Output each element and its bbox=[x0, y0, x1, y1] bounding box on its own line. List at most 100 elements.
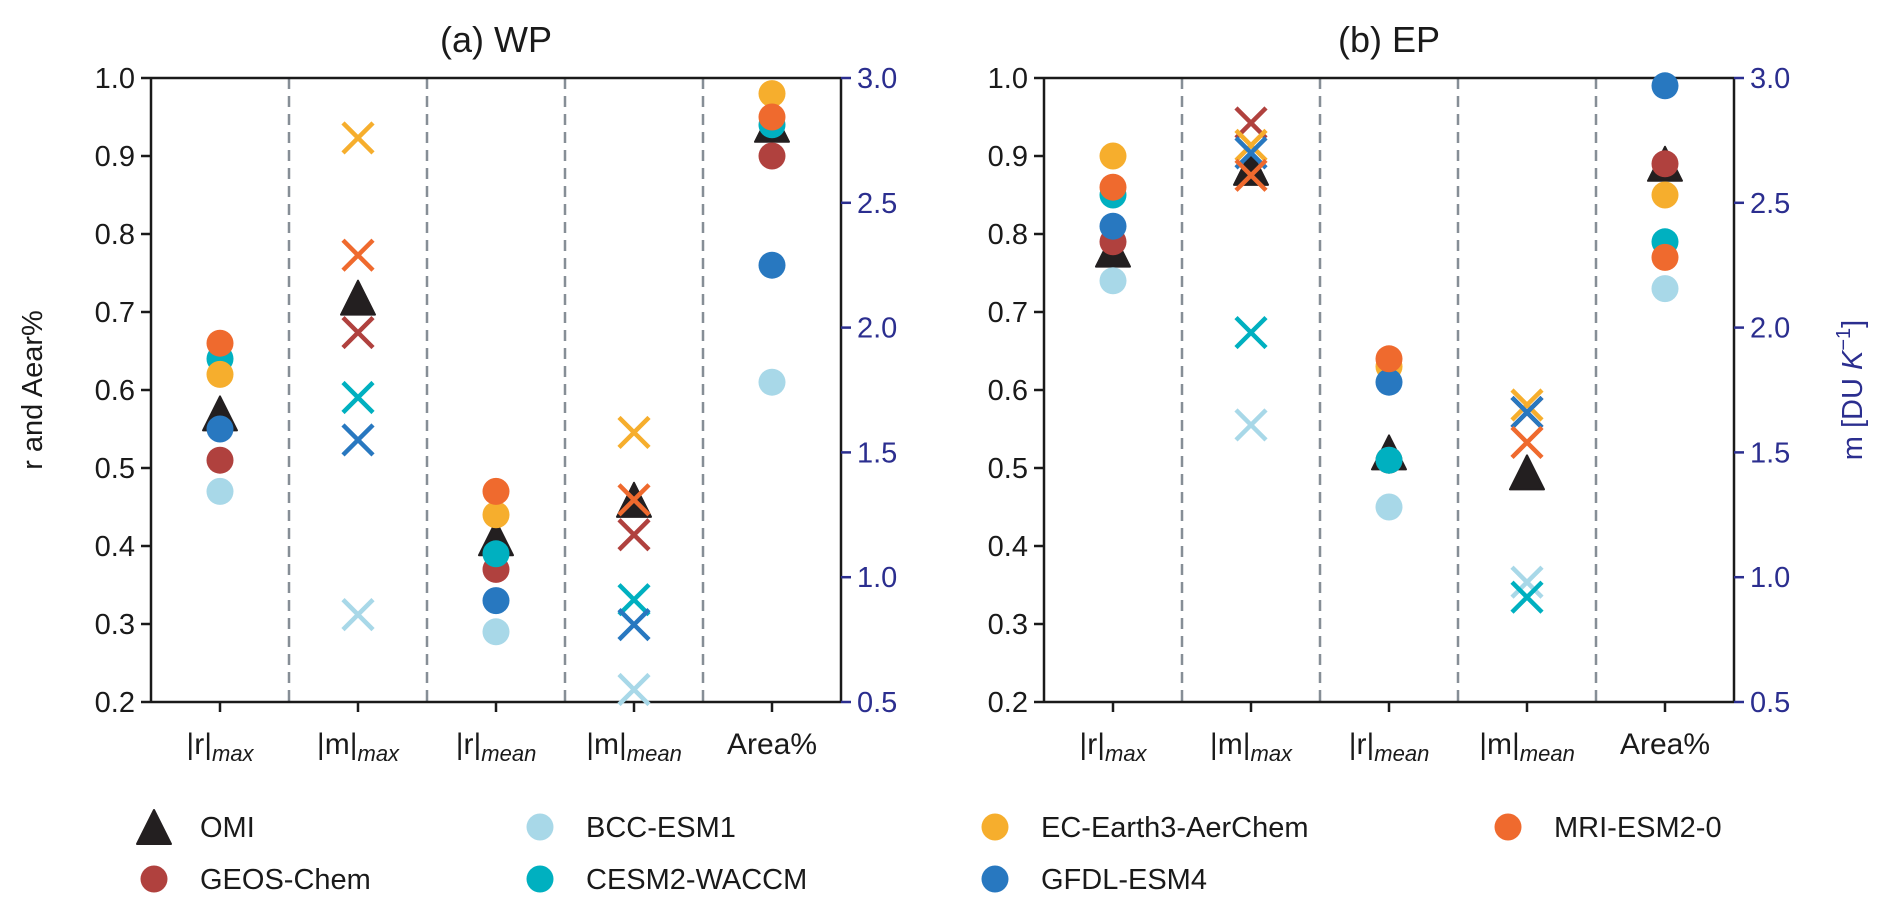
data-point bbox=[1509, 454, 1545, 491]
data-point bbox=[617, 608, 651, 642]
legend-marker bbox=[1494, 813, 1522, 841]
data-point bbox=[1651, 150, 1679, 178]
legend-marker bbox=[981, 865, 1009, 893]
legend-label: MRI-ESM2-0 bbox=[1554, 812, 1722, 844]
y-tick-label: 0.2 bbox=[988, 687, 1028, 719]
data-point bbox=[341, 316, 375, 350]
data-point bbox=[341, 121, 375, 155]
series-cesm2-waccm bbox=[1099, 181, 1679, 614]
data-point bbox=[1510, 580, 1544, 614]
series-ec-earth3-aerchem bbox=[206, 80, 786, 529]
data-point bbox=[758, 368, 786, 396]
x-tick-label: |m|mean bbox=[586, 728, 682, 766]
legend-label: BCC-ESM1 bbox=[586, 812, 736, 844]
x-tick-label: |m|mean bbox=[1479, 728, 1575, 766]
y-right-tick-label: 2.0 bbox=[1750, 313, 1790, 345]
series-mri-esm2-0 bbox=[1099, 158, 1679, 460]
legend-marker bbox=[526, 865, 554, 893]
x-tick-label: Area% bbox=[727, 728, 817, 761]
y-tick-label: 0.3 bbox=[95, 609, 135, 641]
legend-marker bbox=[981, 813, 1009, 841]
data-point bbox=[1510, 565, 1544, 599]
data-point bbox=[340, 279, 376, 316]
legend: OMI GEOS-Chem BCC-ESM1 CESM2-WACCM EC-Earth3… bbox=[136, 809, 1722, 896]
legend-marker bbox=[526, 813, 554, 841]
data-point bbox=[206, 477, 234, 505]
data-point bbox=[1099, 173, 1127, 201]
data-point bbox=[1234, 408, 1268, 442]
x-tick-label: |r|mean bbox=[1349, 728, 1430, 766]
data-point bbox=[1375, 368, 1403, 396]
y-tick-label: 0.9 bbox=[988, 141, 1028, 173]
data-point bbox=[482, 540, 510, 568]
data-point bbox=[1099, 212, 1127, 240]
data-point bbox=[1510, 395, 1544, 430]
x-tick-label: |m|max bbox=[317, 728, 400, 766]
y-right-tick-label: 1.0 bbox=[857, 562, 897, 594]
panel-a: (a) WP 0.2 0.3 0.4 0.5 0.6 0.7 0.8 0.9 1.0 0.5 1.0 1… bbox=[95, 19, 898, 766]
legend-item: GEOS-Chem bbox=[140, 864, 371, 896]
legend-label: GEOS-Chem bbox=[200, 864, 371, 896]
series-gfdl-esm4 bbox=[1099, 72, 1679, 430]
data-point bbox=[206, 360, 234, 388]
data-point bbox=[1510, 388, 1544, 422]
data-point bbox=[1099, 267, 1127, 295]
series-geos-chem bbox=[1099, 106, 1679, 474]
data-point bbox=[1234, 128, 1268, 162]
y-tick-label: 1.0 bbox=[95, 63, 135, 95]
x-tick-label: |m|max bbox=[1210, 728, 1293, 766]
legend-label: CESM2-WACCM bbox=[586, 864, 807, 896]
data-point bbox=[1651, 243, 1679, 271]
data-point bbox=[206, 415, 234, 443]
data-point bbox=[617, 415, 651, 450]
panel-title: (a) WP bbox=[440, 19, 552, 60]
data-point bbox=[617, 672, 651, 707]
legend-item: CESM2-WACCM bbox=[526, 864, 807, 896]
data-point bbox=[482, 501, 510, 529]
y-tick-label: 0.8 bbox=[95, 219, 135, 251]
y-right-tick-label: 1.0 bbox=[1750, 562, 1790, 594]
panel-title: (b) EP bbox=[1338, 19, 1440, 60]
y-right-tick-label: 3.0 bbox=[1750, 63, 1790, 95]
series-gfdl-esm4 bbox=[206, 251, 786, 642]
y-right-tick-label: 2.5 bbox=[857, 188, 897, 220]
legend-item: OMI bbox=[136, 809, 255, 845]
data-point bbox=[482, 587, 510, 615]
legend-marker bbox=[140, 865, 168, 893]
legend-label: GFDL-ESM4 bbox=[1041, 864, 1207, 896]
y-right-tick-label: 2.0 bbox=[857, 313, 897, 345]
data-point bbox=[758, 80, 786, 108]
x-tick-label: |r|mean bbox=[456, 728, 537, 766]
x-tick-label: Area% bbox=[1620, 728, 1710, 761]
data-point bbox=[758, 103, 786, 131]
data-point bbox=[617, 518, 651, 552]
y-right-tick-label: 0.5 bbox=[857, 687, 897, 719]
data-point bbox=[758, 142, 786, 170]
series-omi bbox=[1095, 145, 1683, 491]
data-point bbox=[206, 329, 234, 357]
y-tick-label: 0.7 bbox=[95, 297, 135, 329]
y-tick-label: 0.7 bbox=[988, 297, 1028, 329]
y-tick-label: 0.6 bbox=[988, 375, 1028, 407]
y-right-tick-label: 1.5 bbox=[857, 437, 897, 469]
legend-label: OMI bbox=[200, 812, 255, 844]
legend-item: BCC-ESM1 bbox=[526, 812, 736, 844]
legend-item: GFDL-ESM4 bbox=[981, 864, 1207, 896]
legend-marker bbox=[136, 809, 172, 845]
data-point bbox=[1375, 446, 1403, 474]
y-tick-label: 0.4 bbox=[988, 531, 1028, 563]
y-tick-label: 0.5 bbox=[95, 453, 135, 485]
y-tick-label: 0.4 bbox=[95, 531, 135, 563]
y-tick-label: 0.5 bbox=[988, 453, 1028, 485]
data-point bbox=[1651, 181, 1679, 209]
data-point bbox=[1651, 72, 1679, 100]
panel-b: (b) EP 0.2 0.3 0.4 0.5 0.6 0.7 0.8 0.9 1.0 0.5 1.0 1… bbox=[988, 19, 1791, 766]
data-point bbox=[1234, 158, 1268, 192]
y-tick-label: 0.8 bbox=[988, 219, 1028, 251]
data-point bbox=[617, 483, 651, 517]
y-axis-label-left: r and Aear% bbox=[17, 310, 49, 470]
series-mri-esm2-0 bbox=[206, 103, 786, 517]
y-tick-label: 0.6 bbox=[95, 375, 135, 407]
x-tick-label: |r|max bbox=[186, 728, 254, 766]
data-point bbox=[341, 423, 375, 457]
